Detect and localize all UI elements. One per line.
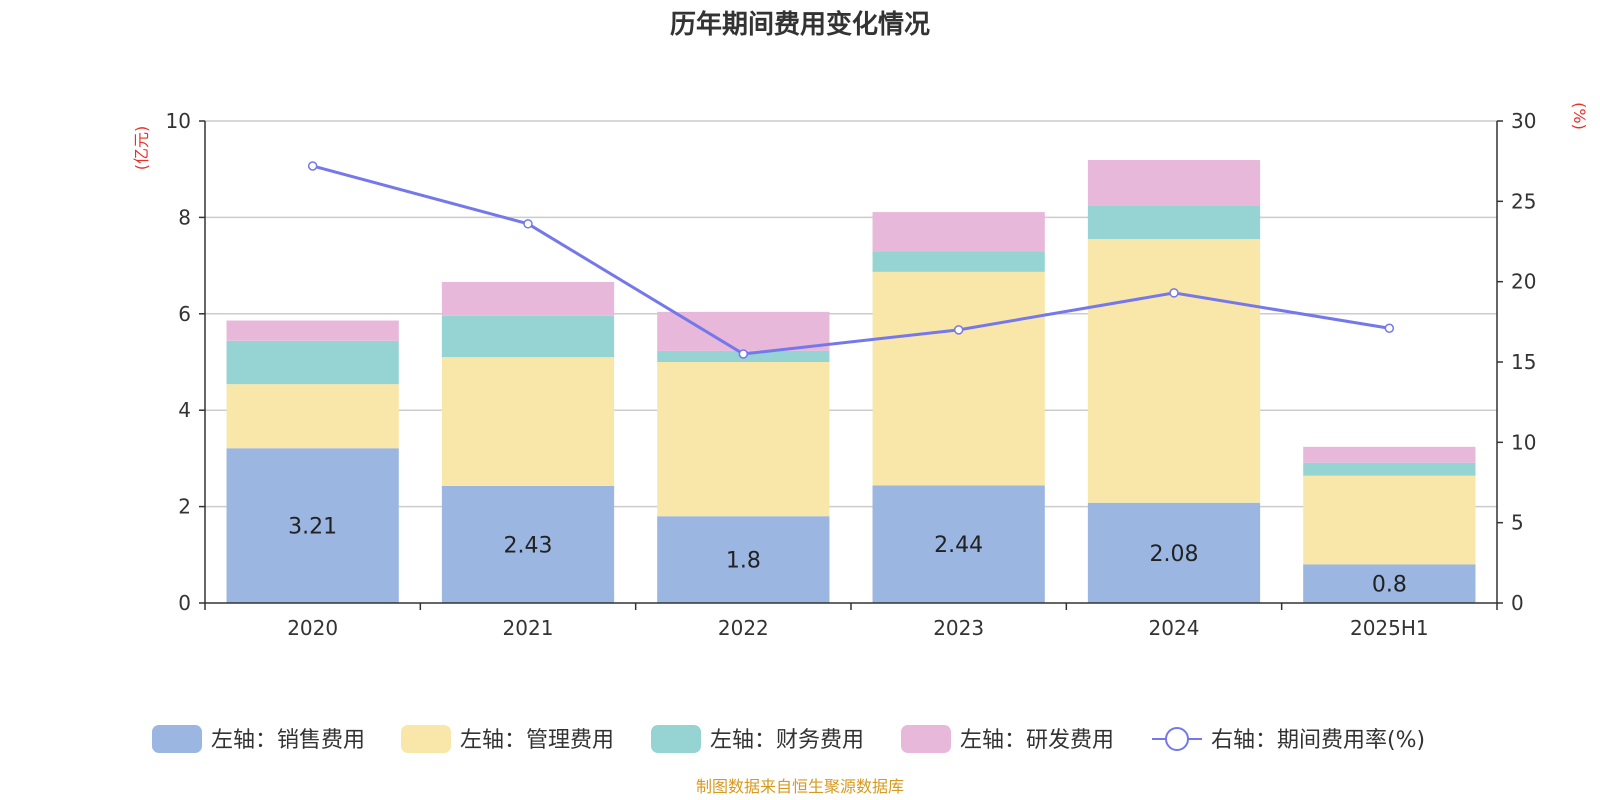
right-axis-unit: (%) xyxy=(1570,102,1589,130)
x-tick-label: 2023 xyxy=(933,616,984,640)
bar-value-label: 2.08 xyxy=(1150,542,1199,567)
right-tick-label: 20 xyxy=(1511,270,1536,294)
left-tick-label: 4 xyxy=(178,398,191,422)
bar-segment[interactable] xyxy=(1088,205,1260,239)
bar-value-label: 0.8 xyxy=(1372,573,1407,598)
x-tick-label: 2020 xyxy=(287,616,338,640)
bar-segment[interactable] xyxy=(442,316,614,357)
x-tick-label: 2022 xyxy=(718,616,769,640)
x-tick-label: 2024 xyxy=(1149,616,1200,640)
legend-swatch xyxy=(901,725,951,753)
right-tick-label: 30 xyxy=(1511,109,1536,133)
legend[interactable]: 左轴：销售费用 左轴：管理费用 左轴：财务费用 左轴：研发费用 右轴：期间费用率(%) xyxy=(152,725,1425,753)
legend-swatch xyxy=(401,725,451,753)
bar-segment[interactable] xyxy=(873,272,1045,486)
source-note: 制图数据来自恒生聚源数据库 xyxy=(696,777,904,796)
bar-segment[interactable] xyxy=(1303,476,1475,565)
bar-value-label: 1.8 xyxy=(726,549,761,574)
bar-segment[interactable] xyxy=(873,212,1045,251)
left-tick-label: 8 xyxy=(178,205,191,229)
bar-value-label: 2.43 xyxy=(504,533,553,558)
bar-segment[interactable] xyxy=(1303,463,1475,476)
bar-segment[interactable] xyxy=(657,362,829,516)
x-tick-label: 2025H1 xyxy=(1350,616,1429,640)
line-point[interactable] xyxy=(739,350,747,358)
bar-value-label: 2.44 xyxy=(934,533,983,558)
line-point[interactable] xyxy=(1170,289,1178,297)
line-point[interactable] xyxy=(1385,324,1393,332)
left-tick-label: 10 xyxy=(166,109,191,133)
legend-label: 左轴：管理费用 xyxy=(460,728,614,753)
bar-series xyxy=(227,160,1476,603)
bar-value-label: 3.21 xyxy=(288,515,337,540)
line-point[interactable] xyxy=(955,326,963,334)
left-tick-label: 2 xyxy=(178,495,191,519)
bar-segment[interactable] xyxy=(227,321,399,341)
bar-segment[interactable] xyxy=(1088,160,1260,205)
legend-item[interactable]: 左轴：管理费用 xyxy=(401,725,614,753)
bar-segment[interactable] xyxy=(227,384,399,448)
line-point[interactable] xyxy=(309,162,317,170)
left-axis-unit: (亿元) xyxy=(132,126,151,171)
left-tick-label: 0 xyxy=(178,591,191,615)
chart: 历年期间费用变化情况 (亿元) (%) 0 2 4 6 8 10 0 5 10 15 20 25 30 2… xyxy=(0,0,1600,800)
bar-segment[interactable] xyxy=(1088,239,1260,503)
x-tick-label: 2021 xyxy=(503,616,554,640)
chart-title: 历年期间费用变化情况 xyxy=(670,9,930,40)
right-tick-label: 0 xyxy=(1511,591,1524,615)
line-point[interactable] xyxy=(524,220,532,228)
bar-segment[interactable] xyxy=(227,341,399,384)
left-tick-label: 6 xyxy=(178,302,191,326)
right-tick-label: 25 xyxy=(1511,189,1536,213)
legend-label: 左轴：财务费用 xyxy=(710,728,864,753)
right-tick-label: 15 xyxy=(1511,350,1536,374)
legend-marker xyxy=(1166,728,1188,750)
legend-label: 左轴：研发费用 xyxy=(960,728,1114,753)
right-tick-label: 10 xyxy=(1511,430,1536,454)
bar-segment[interactable] xyxy=(873,251,1045,272)
legend-label: 右轴：期间费用率(%) xyxy=(1211,728,1425,753)
legend-swatch xyxy=(152,725,202,753)
legend-swatch xyxy=(651,725,701,753)
bar-segment[interactable] xyxy=(1303,447,1475,463)
legend-item[interactable]: 左轴：研发费用 xyxy=(901,725,1114,753)
legend-item[interactable]: 左轴：财务费用 xyxy=(651,725,864,753)
legend-label: 左轴：销售费用 xyxy=(211,728,365,753)
legend-item[interactable]: 右轴：期间费用率(%) xyxy=(1152,728,1425,753)
bar-segment[interactable] xyxy=(442,357,614,486)
right-tick-label: 5 xyxy=(1511,511,1524,535)
legend-item[interactable]: 左轴：销售费用 xyxy=(152,725,365,753)
bar-segment[interactable] xyxy=(442,282,614,316)
